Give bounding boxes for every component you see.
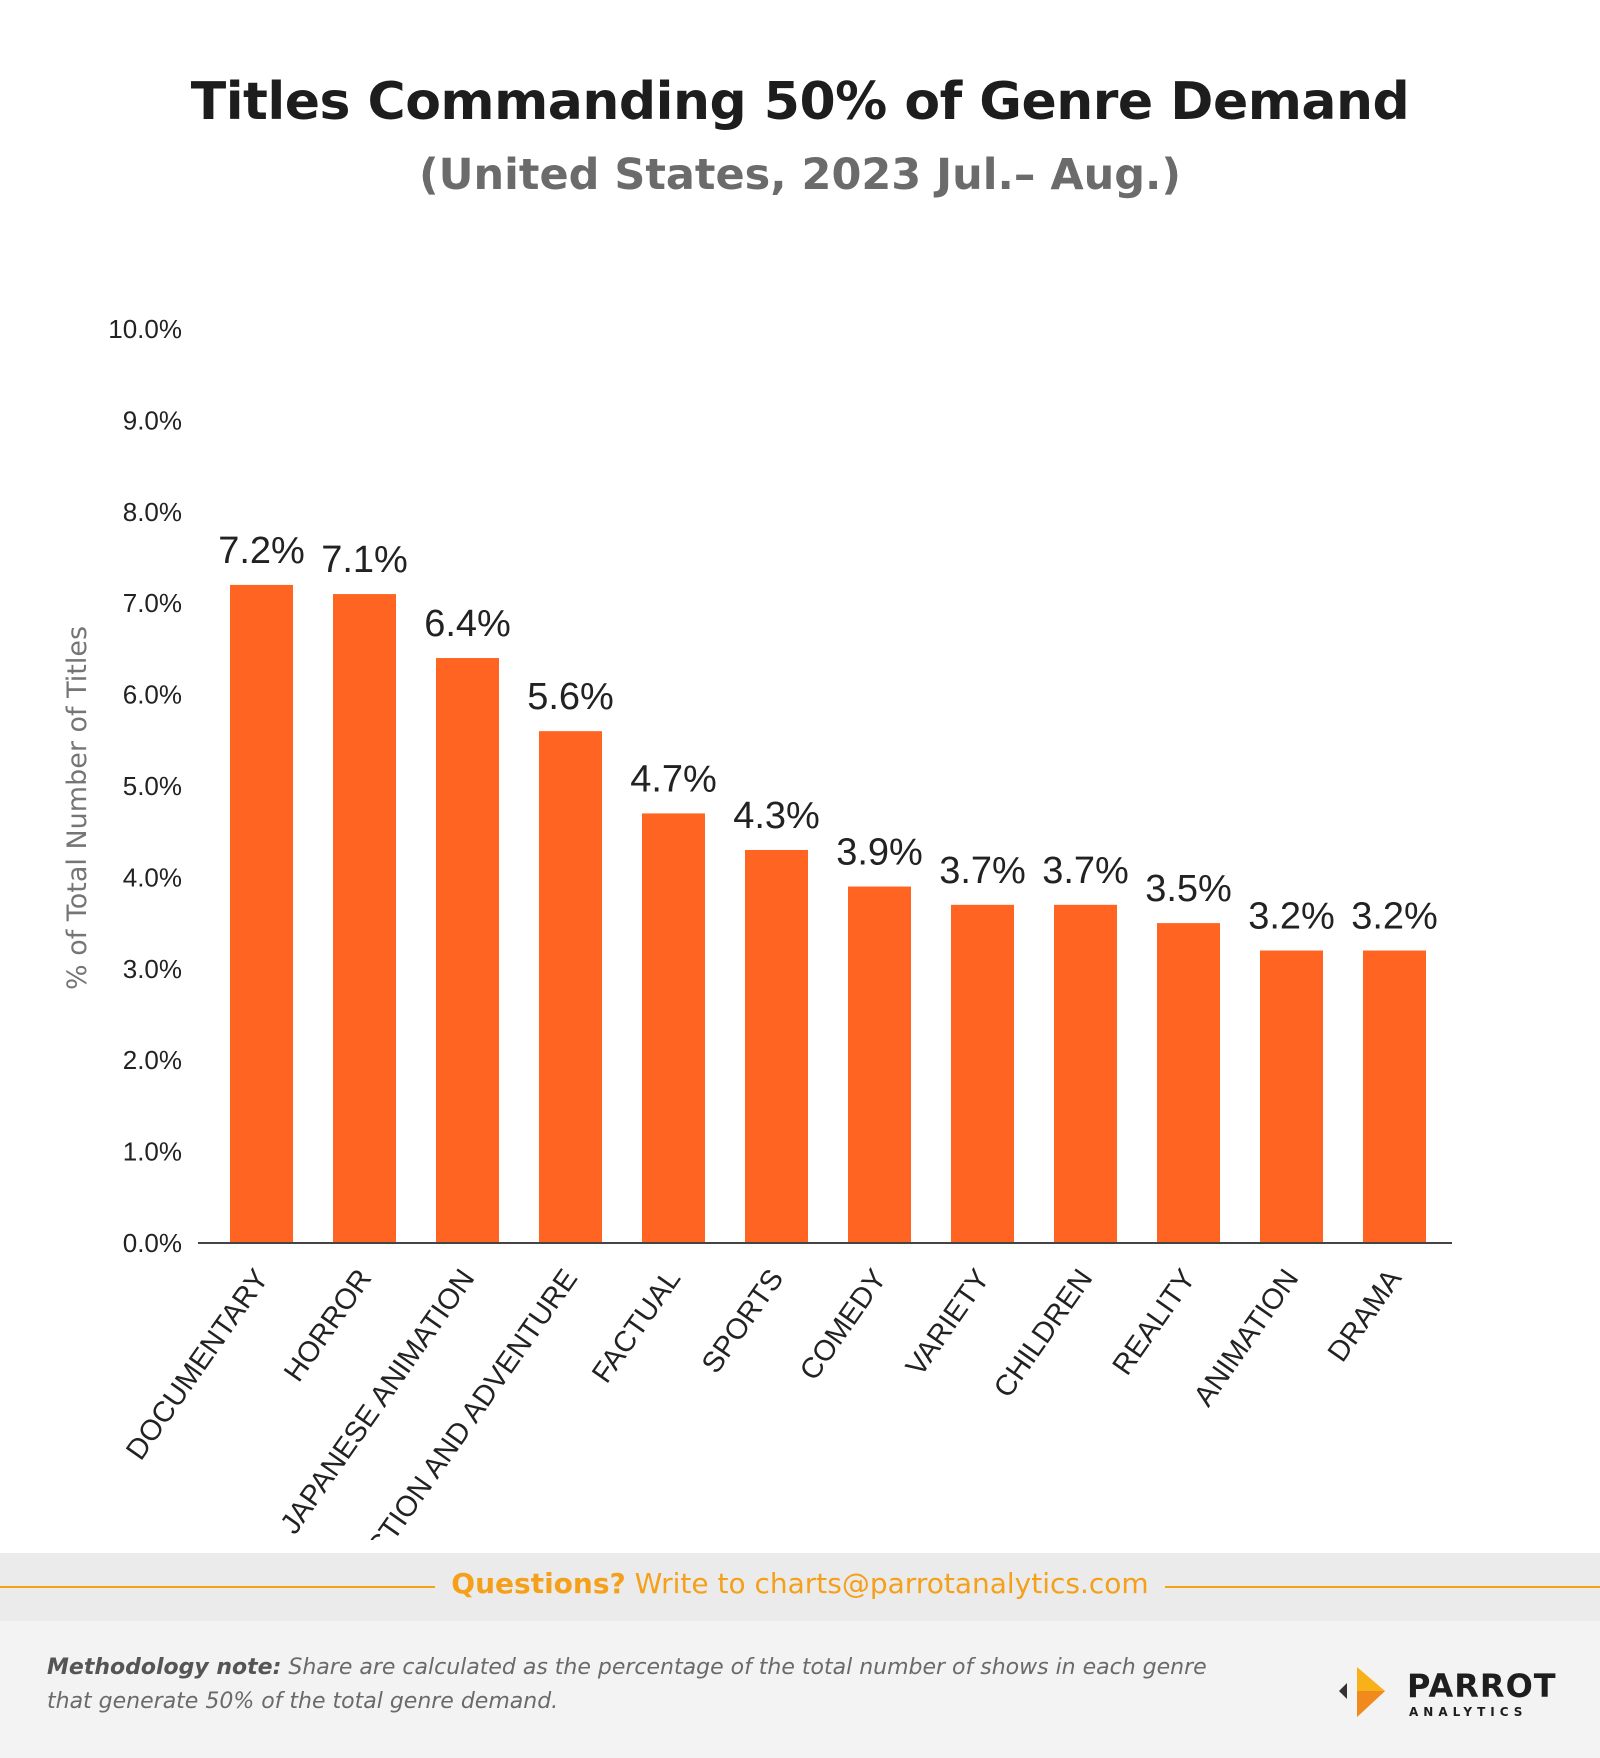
category-label: FACTUAL (586, 1264, 687, 1389)
logo-sub: ANALYTICS (1409, 1705, 1528, 1719)
bar-sports (745, 849, 808, 1243)
chart-title: Titles Commanding 50% of Genre Demand (190, 72, 1410, 132)
category-label: HORROR (278, 1264, 378, 1388)
methodology-label: Methodology note: (47, 1655, 282, 1680)
value-label: 7.2% (218, 530, 305, 572)
category-label: DRAMA (1322, 1263, 1409, 1368)
value-label: 3.2% (1248, 896, 1335, 938)
logo-name: PARROT (1407, 1667, 1557, 1705)
bar-japanese-animation (436, 658, 499, 1243)
bar-animation (1260, 950, 1323, 1243)
value-label: 3.5% (1145, 868, 1232, 910)
y-tick-label: 1.0% (123, 1137, 182, 1167)
methodology-note: Methodology note: Share are calculated a… (47, 1651, 1247, 1719)
value-label: 3.2% (1351, 896, 1438, 938)
category-label: CHILDREN (988, 1264, 1099, 1404)
value-label: 4.7% (630, 758, 717, 800)
y-tick-label: 6.0% (123, 680, 182, 710)
category-label: JAPANESE ANIMATION (274, 1264, 481, 1540)
category-label: SPORTS (696, 1264, 790, 1380)
y-tick-label: 0.0% (123, 1228, 182, 1258)
y-tick-label: 9.0% (123, 405, 182, 435)
y-tick-label: 4.0% (123, 862, 182, 892)
footer-questions: Questions? (451, 1567, 626, 1600)
methodology-text: Share are calculated as the percentage o… (47, 1655, 1207, 1714)
category-label: ANIMATION (1188, 1264, 1305, 1413)
y-tick-label: 3.0% (123, 954, 182, 984)
value-label: 3.7% (939, 850, 1026, 892)
value-label: 3.7% (1042, 850, 1129, 892)
bar-chart: % of Total Number of Titles 0.0% 1.0% 2.0%… (62, 314, 1452, 1540)
footer-band: Questions? Write to charts@parrotanalyti… (0, 1553, 1600, 1621)
y-tick-label: 7.0% (123, 588, 182, 618)
footer-line-right (1157, 1586, 1600, 1588)
y-tick-label: 5.0% (123, 771, 182, 801)
bar-children (1054, 904, 1117, 1243)
y-tick-label: 8.0% (123, 497, 182, 527)
bar-action-and-adventure (539, 731, 602, 1243)
value-label: 6.4% (424, 603, 511, 645)
bar-documentary (230, 584, 293, 1243)
footer-line-left (0, 1586, 445, 1588)
bar-factual (642, 813, 705, 1243)
footer-email-link[interactable]: Write to charts@parrotanalytics.com (634, 1567, 1149, 1600)
category-label: DOCUMENTARY (120, 1264, 275, 1466)
bar-reality (1157, 923, 1220, 1243)
y-axis-label: % of Total Number of Titles (62, 626, 93, 990)
footer-contact: Questions? Write to charts@parrotanalyti… (0, 1567, 1600, 1600)
parrot-logo-icon (1339, 1667, 1385, 1717)
category-label: VARIETY (900, 1264, 996, 1382)
y-tick-label: 10.0% (108, 314, 182, 344)
category-label: COMEDY (794, 1264, 893, 1387)
value-label: 7.1% (321, 539, 408, 581)
parrot-logo: PARROT ANALYTICS (1335, 1661, 1565, 1731)
bar-variety (951, 904, 1014, 1243)
value-label: 4.3% (733, 795, 820, 837)
bars (230, 584, 1426, 1243)
category-label: REALITY (1107, 1264, 1203, 1381)
y-tick-label: 2.0% (123, 1045, 182, 1075)
methodology-band: Methodology note: Share are calculated a… (0, 1621, 1600, 1758)
value-labels: 7.2% 7.1% 6.4% 5.6% 4.7% 4.3% 3.9% 3.7% 3.7% 3.5%… (218, 530, 1438, 938)
y-axis-ticks: 0.0% 1.0% 2.0% 3.0% 4.0% 5.0% 6.0% 7.0% 8.0% 9.0%… (108, 314, 182, 1258)
value-label: 5.6% (527, 676, 614, 718)
bar-drama (1363, 950, 1426, 1243)
bar-horror (333, 594, 396, 1243)
chart-subtitle: (United States, 2023 Jul.– Aug.) (418, 150, 1181, 200)
value-label: 3.9% (836, 832, 923, 874)
bar-comedy (848, 886, 911, 1243)
